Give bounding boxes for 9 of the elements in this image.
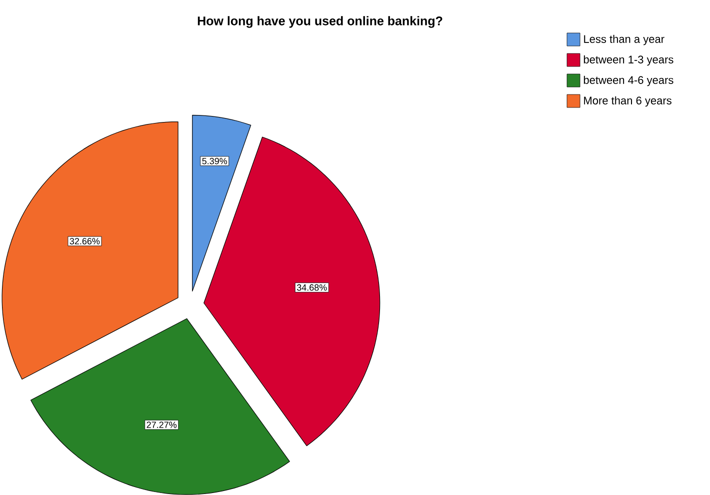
data-label: 32.66% (70, 238, 100, 244)
legend-label: More than 6 years (584, 96, 672, 107)
legend-label: between 1-3 years (584, 55, 674, 66)
legend-label: Less than a year (584, 34, 664, 46)
data-label: 27.27% (146, 422, 177, 428)
data-label: 5.39% (202, 158, 228, 164)
legend-label: between 4-6 years (584, 76, 674, 86)
chart-title: How long have you used online banking? (198, 16, 442, 28)
data-label: 34.68% (296, 284, 327, 291)
